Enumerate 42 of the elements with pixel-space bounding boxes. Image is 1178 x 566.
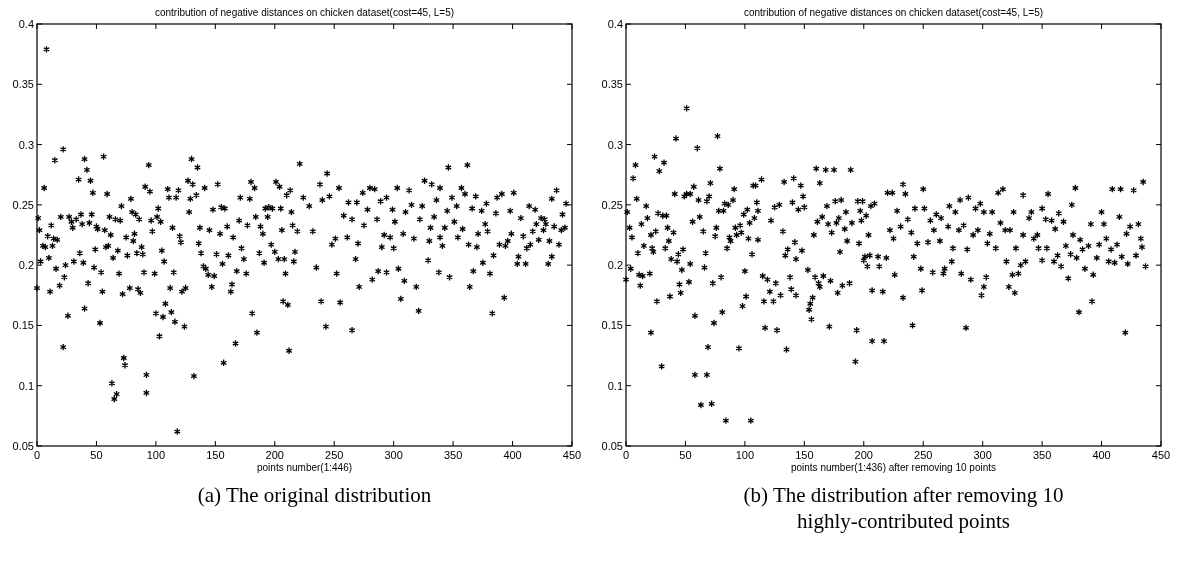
x-tick-label: 100 (146, 449, 166, 461)
x-tick-label: 200 (265, 449, 284, 461)
y-tick-label: 0.1 (18, 379, 34, 392)
y-tick-label: 0.1 (607, 379, 623, 392)
y-tick-label: 0.05 (601, 440, 623, 452)
x-tick-label: 0 (33, 449, 41, 461)
chart-title: contribution of negative distances on chicken dataset(cost=45, L=5) (743, 7, 1044, 18)
x-axis-title: points number(1:436) after removing 10 points (790, 462, 997, 473)
x-tick-label: 300 (973, 449, 992, 461)
x-tick-label: 50 (90, 449, 103, 461)
x-tick-label: 350 (443, 449, 463, 461)
x-tick-label: 350 (1032, 449, 1052, 461)
x-tick-label: 100 (735, 449, 755, 461)
chart-title: contribution of negative distances on chicken dataset(cost=45, L=5) (154, 7, 455, 18)
x-tick-label: 200 (854, 449, 873, 461)
y-tick-label: 0.15 (12, 319, 34, 332)
y-tick-label: 0.3 (607, 138, 623, 151)
x-axis-title: points number(1:446) (256, 462, 353, 473)
x-tick-label: 0 (622, 449, 630, 461)
y-tick-label: 0.4 (607, 18, 623, 30)
x-tick-label: 450 (562, 449, 582, 461)
x-tick-label: 150 (795, 449, 814, 461)
y-tick-label: 0.05 (12, 440, 34, 452)
y-tick-label: 0.35 (601, 78, 623, 91)
text: (b) The distribution after removing 10 highly-contributed points (743, 483, 1064, 533)
x-tick-label: 250 (914, 449, 933, 461)
y-tick-label: 0.2 (18, 259, 34, 272)
y-tick-label: 0.35 (12, 78, 34, 91)
y-tick-label: 0.3 (18, 138, 34, 151)
y-tick-label: 0.15 (601, 319, 623, 332)
x-tick-label: 150 (206, 449, 225, 461)
x-tick-label: 400 (503, 449, 522, 461)
x-tick-label: 50 (679, 449, 692, 461)
x-tick-label: 250 (325, 449, 344, 461)
y-tick-label: 0.2 (607, 259, 623, 272)
x-tick-label: 300 (384, 449, 403, 461)
y-tick-label: 0.4 (18, 18, 34, 30)
y-tick-label: 0.25 (601, 198, 623, 211)
text: (a) The original distribution (197, 483, 432, 507)
y-tick-label: 0.25 (12, 198, 34, 211)
x-tick-label: 400 (1092, 449, 1111, 461)
x-tick-label: 450 (1151, 449, 1171, 461)
